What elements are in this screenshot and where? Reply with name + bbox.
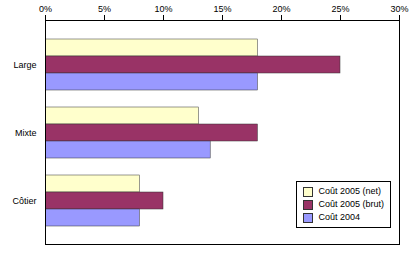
html-text:Coût 2005 (net): Coût 2005 (net) [318, 186, 381, 196]
html-text:Coût 2005 (brut): Coût 2005 (brut) [318, 199, 384, 209]
svg-text:Côtier: Côtier [12, 196, 36, 206]
svg-text:25%: 25% [331, 4, 349, 14]
svg-text:5%: 5% [98, 4, 111, 14]
svg-text:20%: 20% [272, 4, 290, 14]
svg-text:10%: 10% [154, 4, 172, 14]
svg-text:0%: 0% [39, 4, 52, 14]
svg-text:30%: 30% [390, 4, 408, 14]
svg-text:15%: 15% [213, 4, 231, 14]
svg-text:Mixte: Mixte [15, 128, 37, 138]
html-text:Coût 2004: Coût 2004 [318, 212, 360, 222]
svg-text:Large: Large [13, 60, 36, 70]
